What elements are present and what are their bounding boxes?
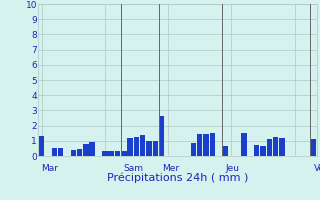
Bar: [267, 139, 272, 156]
Text: Mar: Mar: [42, 164, 59, 173]
Bar: [134, 137, 139, 156]
Bar: [210, 133, 215, 156]
Bar: [140, 135, 146, 156]
Bar: [102, 151, 108, 156]
Bar: [159, 116, 164, 156]
Bar: [83, 144, 89, 156]
Bar: [121, 151, 126, 156]
Bar: [90, 142, 95, 156]
Bar: [58, 148, 63, 156]
Bar: [52, 148, 57, 156]
Text: Sam: Sam: [124, 164, 144, 173]
Bar: [70, 150, 76, 156]
Bar: [147, 141, 152, 156]
Bar: [260, 146, 266, 156]
Bar: [127, 138, 133, 156]
Bar: [197, 134, 203, 156]
Bar: [115, 151, 120, 156]
Bar: [39, 136, 44, 156]
Text: Ven: Ven: [314, 164, 320, 173]
Bar: [273, 137, 278, 156]
Bar: [153, 141, 158, 156]
Bar: [108, 151, 114, 156]
Bar: [311, 139, 316, 156]
Bar: [191, 143, 196, 156]
Bar: [279, 138, 285, 156]
Bar: [222, 146, 228, 156]
Bar: [254, 145, 260, 156]
Text: Jeu: Jeu: [225, 164, 239, 173]
Text: Mer: Mer: [162, 164, 179, 173]
Bar: [77, 149, 82, 156]
X-axis label: Précipitations 24h ( mm ): Précipitations 24h ( mm ): [107, 173, 248, 183]
Bar: [204, 134, 209, 156]
Bar: [241, 133, 247, 156]
